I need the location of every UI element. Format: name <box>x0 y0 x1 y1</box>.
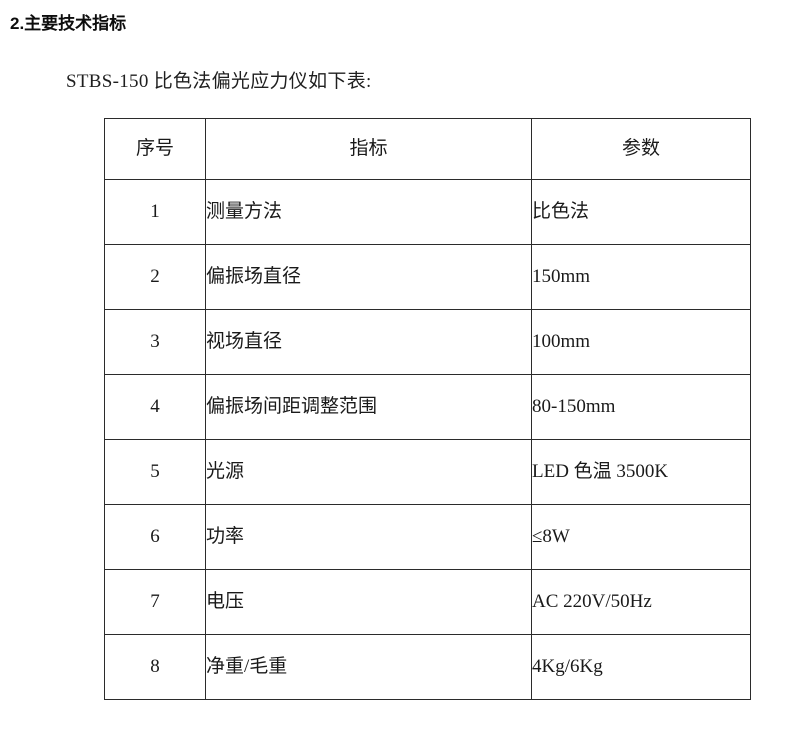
cell-value: 150mm <box>531 244 751 310</box>
table-header: 序号 指标 参数 <box>104 118 751 180</box>
cell-no: 5 <box>104 439 206 505</box>
cell-no: 1 <box>104 179 206 245</box>
table-row: 7 电压 AC 220V/50Hz <box>104 569 751 635</box>
cell-item: 偏振场间距调整范围 <box>205 374 532 440</box>
cell-item: 功率 <box>205 504 532 570</box>
technical-specification-table: 序号 指标 参数 1 测量方法 比色法 2 偏振场直径 150mm 3 视场直径… <box>104 118 751 700</box>
cell-item: 电压 <box>205 569 532 635</box>
cell-no: 3 <box>104 309 206 375</box>
cell-no: 8 <box>104 634 206 700</box>
table-row: 5 光源 LED 色温 3500K <box>104 439 751 505</box>
cell-no: 2 <box>104 244 206 310</box>
cell-item: 视场直径 <box>205 309 532 375</box>
table-header-row: 序号 指标 参数 <box>104 118 751 180</box>
spec-table-container: 序号 指标 参数 1 测量方法 比色法 2 偏振场直径 150mm 3 视场直径… <box>104 118 751 700</box>
section-heading: 2.主要技术指标 <box>10 14 127 33</box>
cell-value: 4Kg/6Kg <box>531 634 751 700</box>
cell-value: AC 220V/50Hz <box>531 569 751 635</box>
table-row: 2 偏振场直径 150mm <box>104 244 751 310</box>
table-body: 1 测量方法 比色法 2 偏振场直径 150mm 3 视场直径 100mm 4 … <box>104 179 751 700</box>
cell-item: 光源 <box>205 439 532 505</box>
cell-item: 测量方法 <box>205 179 532 245</box>
table-row: 4 偏振场间距调整范围 80-150mm <box>104 374 751 440</box>
table-row: 8 净重/毛重 4Kg/6Kg <box>104 634 751 700</box>
column-header-value: 参数 <box>531 118 751 180</box>
intro-paragraph: STBS-150 比色法偏光应力仪如下表: <box>66 71 372 92</box>
cell-no: 6 <box>104 504 206 570</box>
cell-value: 100mm <box>531 309 751 375</box>
cell-item: 净重/毛重 <box>205 634 532 700</box>
cell-value: 比色法 <box>531 179 751 245</box>
table-row: 6 功率 ≤8W <box>104 504 751 570</box>
cell-value: 80-150mm <box>531 374 751 440</box>
cell-value: ≤8W <box>531 504 751 570</box>
column-header-item: 指标 <box>205 118 532 180</box>
cell-item: 偏振场直径 <box>205 244 532 310</box>
cell-no: 4 <box>104 374 206 440</box>
column-header-no: 序号 <box>104 118 206 180</box>
table-row: 3 视场直径 100mm <box>104 309 751 375</box>
cell-no: 7 <box>104 569 206 635</box>
cell-value: LED 色温 3500K <box>531 439 751 505</box>
table-row: 1 测量方法 比色法 <box>104 179 751 245</box>
